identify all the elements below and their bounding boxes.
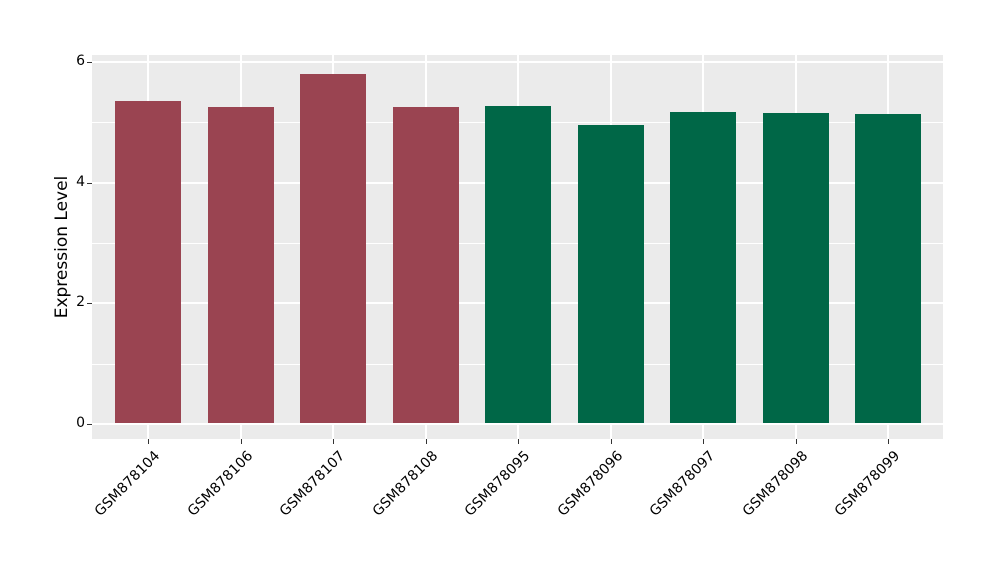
x-tick-label: GSM878095 [461, 448, 534, 520]
y-tick-mark [87, 62, 92, 64]
x-tick-label: GSM878108 [369, 448, 441, 520]
x-tick-mark [610, 439, 612, 444]
bar-GSM878098 [762, 112, 829, 423]
bar-GSM878099 [855, 113, 921, 423]
y-tick-mark [87, 303, 92, 305]
x-tick-mark [333, 439, 334, 444]
x-tick-label: GSM878096 [554, 448, 626, 520]
bar-GSM878096 [577, 125, 644, 423]
x-tick-mark [240, 439, 242, 444]
x-tick-mark [888, 439, 889, 444]
x-tick-mark [518, 439, 519, 444]
x-tick-label: GSM878107 [276, 448, 349, 520]
x-tick-label: GSM878098 [739, 448, 811, 520]
bar-GSM878097 [670, 112, 736, 423]
y-tick-label: 2 [76, 294, 85, 311]
x-tick-label: GSM878097 [646, 448, 719, 520]
bar-GSM878107 [300, 74, 366, 423]
bar-GSM878104 [115, 101, 181, 423]
bar-GSM878106 [207, 106, 274, 423]
x-tick-mark [148, 439, 149, 444]
x-tick-label: GSM878104 [91, 448, 164, 520]
y-tick-label: 4 [76, 173, 85, 190]
x-tick-mark [703, 439, 704, 444]
y-tick-mark [87, 424, 92, 425]
y-tick-label: 6 [76, 53, 85, 70]
bar-GSM878108 [392, 106, 459, 423]
x-tick-mark [795, 439, 797, 444]
x-tick-mark [425, 439, 427, 444]
y-tick-mark [87, 182, 92, 184]
bar-GSM878095 [485, 106, 551, 423]
x-tick-label: GSM878099 [831, 448, 904, 520]
y-tick-label: 0 [76, 415, 85, 431]
plot-panel [92, 55, 943, 439]
x-tick-label: GSM878106 [184, 448, 256, 520]
